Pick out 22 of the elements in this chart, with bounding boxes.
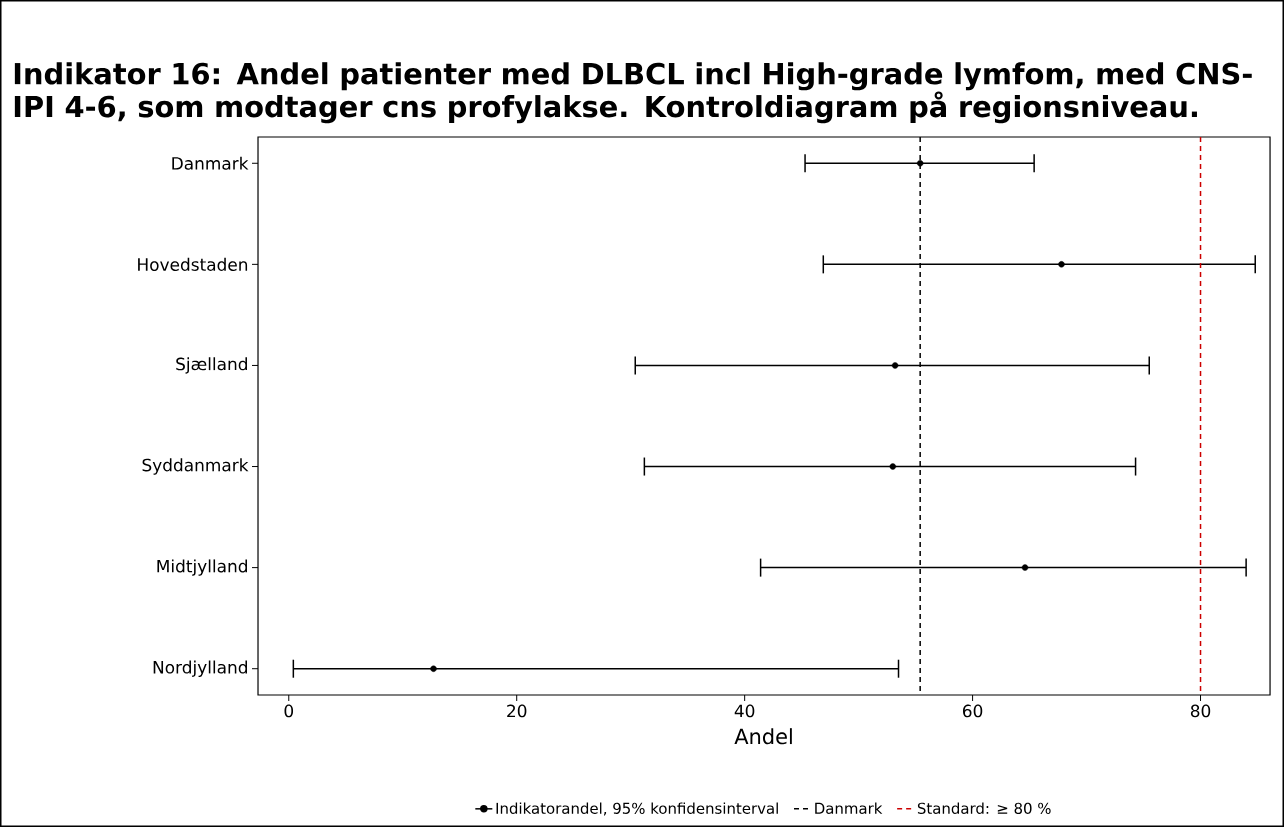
x-axis-title: Andel (734, 728, 792, 745)
point (1021, 564, 1029, 571)
point (916, 160, 924, 167)
point (891, 362, 899, 369)
y-tick-label: Danmark (172, 156, 249, 170)
y-tick-label: Sjælland (176, 357, 247, 374)
x-tick-label: 0 (284, 704, 294, 718)
x-tick-label: 40 (734, 704, 755, 718)
point (430, 665, 437, 672)
x-tick-label: 20 (507, 704, 527, 718)
legend-label: Danmark (815, 802, 883, 814)
point (889, 463, 897, 470)
x-tick-label: 60 (963, 704, 983, 718)
chart-title: Indikator 16: Andel patienter med DLBCL incl High-grade lymfom, med CNS-IPI 4-6, som modtager cns profylakse. Kontroldiagram på regionsniveau. (14, 62, 1252, 124)
y-tick-label: Syddanmark (142, 458, 249, 475)
legend-label: Indikatorandel, 95% konfidensinterval (496, 802, 778, 816)
legend-label: Standard: ≥ 80 % (917, 802, 1051, 814)
y-tick-label: Nordjylland (153, 660, 247, 677)
x-tick-label: 80 (1190, 704, 1211, 718)
point (1058, 261, 1065, 268)
y-tick-label: Midtjylland (157, 559, 247, 576)
y-tick-label: Hovedstaden (138, 257, 248, 271)
